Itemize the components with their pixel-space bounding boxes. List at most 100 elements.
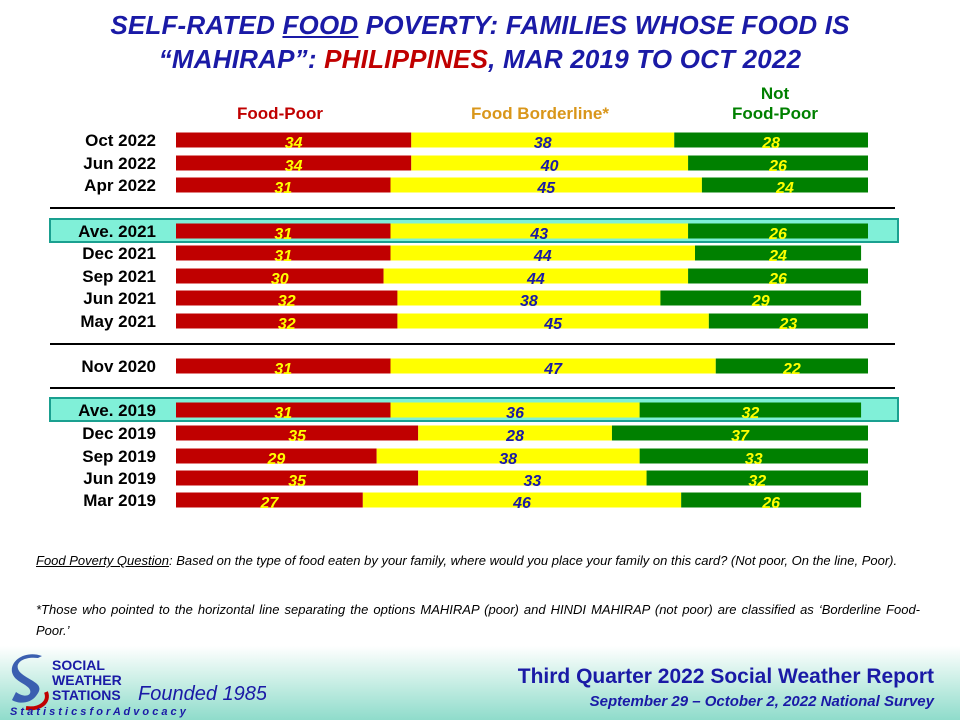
bar-food-poor-oct-2022 bbox=[176, 132, 412, 148]
bar-food-borderline-dec-2021 bbox=[390, 245, 695, 261]
bar-food-poor-mar-2019 bbox=[176, 492, 363, 508]
data-label-not-food-poor-mar-2019: 26 bbox=[761, 495, 780, 512]
question-note: Food Poverty Question: Based on the type… bbox=[36, 550, 920, 571]
chart-title-line-1: SELF-RATED FOOD POVERTY: FAMILIES WHOSE … bbox=[0, 10, 960, 41]
data-label-not-food-poor-jun-2021: 29 bbox=[751, 293, 770, 310]
data-label-food-poor-mar-2019: 27 bbox=[260, 495, 280, 512]
data-label-food-borderline-jun-2022: 40 bbox=[540, 158, 559, 175]
bar-not-food-poor-jun-2021 bbox=[660, 290, 862, 306]
logo-tagline: S t a t i s t i c s f o r A d v o c a c … bbox=[10, 706, 187, 718]
bar-food-borderline-ave-2021 bbox=[390, 223, 689, 239]
report-title: Third Quarter 2022 Social Weather Report bbox=[517, 665, 934, 688]
logo-line-1: SOCIAL bbox=[52, 657, 105, 673]
data-label-food-borderline-mar-2019: 46 bbox=[512, 495, 531, 512]
bar-not-food-poor-may-2021 bbox=[708, 313, 868, 329]
data-label-food-borderline-oct-2022: 38 bbox=[534, 135, 552, 152]
data-label-food-borderline-sep-2019: 38 bbox=[499, 451, 517, 468]
bar-not-food-poor-apr-2022 bbox=[701, 177, 868, 193]
bar-not-food-poor-ave-2019 bbox=[639, 402, 862, 418]
bar-not-food-poor-oct-2022 bbox=[674, 132, 868, 148]
bar-food-poor-nov-2020 bbox=[176, 358, 391, 374]
bar-food-borderline-may-2021 bbox=[397, 313, 709, 329]
footer-band bbox=[0, 646, 960, 720]
bar-food-borderline-ave-2019 bbox=[390, 402, 640, 418]
bar-food-poor-apr-2022 bbox=[176, 177, 391, 193]
data-label-food-poor-oct-2022: 34 bbox=[285, 135, 303, 152]
stacked-bar-chart: Oct 2022 34 38 28 Jun 2022 34 40 26 Apr 2022 31 45… bbox=[49, 131, 899, 512]
bar-not-food-poor-nov-2020 bbox=[715, 358, 868, 374]
row-label-jun-2021: Jun 2021 bbox=[83, 289, 156, 308]
data-label-food-borderline-sep-2021: 44 bbox=[526, 271, 545, 288]
bar-food-poor-sep-2021 bbox=[176, 268, 384, 284]
row-label-jun-2019: Jun 2019 bbox=[83, 469, 156, 488]
bar-food-borderline-jun-2021 bbox=[397, 290, 661, 306]
data-label-not-food-poor-may-2021: 23 bbox=[779, 316, 798, 333]
column-header-not-poor-l2: Food-Poor bbox=[732, 104, 818, 123]
data-label-food-poor-sep-2019: 29 bbox=[266, 451, 285, 468]
title-part: “MAHIRAP”: bbox=[158, 44, 325, 74]
bar-food-borderline-dec-2019 bbox=[418, 425, 612, 441]
chart-title-line-2: “MAHIRAP”: PHILIPPINES, MAR 2019 TO OCT … bbox=[0, 44, 960, 75]
title-part-underlined: FOOD bbox=[282, 10, 359, 40]
data-label-food-poor-sep-2021: 30 bbox=[271, 271, 289, 288]
bar-food-poor-jun-2021 bbox=[176, 290, 398, 306]
data-label-food-poor-jun-2019: 35 bbox=[288, 473, 307, 490]
row-label-may-2021: May 2021 bbox=[80, 312, 156, 331]
bar-food-poor-ave-2021 bbox=[176, 223, 391, 239]
column-header-borderline: Food Borderline* bbox=[471, 104, 609, 123]
title-part: SELF-RATED bbox=[110, 10, 283, 40]
data-label-food-borderline-dec-2021: 44 bbox=[533, 248, 552, 265]
data-label-not-food-poor-jun-2022: 26 bbox=[768, 158, 787, 175]
data-label-not-food-poor-jun-2019: 32 bbox=[748, 473, 766, 490]
row-label-apr-2022: Apr 2022 bbox=[84, 176, 156, 195]
bar-food-borderline-nov-2020 bbox=[390, 358, 716, 374]
sws-s-icon bbox=[11, 654, 42, 703]
data-label-food-poor-dec-2019: 35 bbox=[288, 428, 307, 445]
row-label-ave-2019: Ave. 2019 bbox=[78, 401, 156, 420]
report-subtitle: September 29 – October 2, 2022 National … bbox=[589, 693, 934, 710]
bar-food-poor-dec-2021 bbox=[176, 245, 391, 261]
bar-food-borderline-oct-2022 bbox=[411, 132, 675, 148]
bar-not-food-poor-jun-2022 bbox=[688, 155, 868, 171]
bar-not-food-poor-dec-2021 bbox=[695, 245, 862, 261]
data-label-food-poor-ave-2021: 31 bbox=[274, 226, 292, 243]
bar-food-poor-dec-2019 bbox=[176, 425, 419, 441]
bar-not-food-poor-sep-2021 bbox=[688, 268, 868, 284]
row-label-nov-2020: Nov 2020 bbox=[81, 357, 156, 376]
data-label-food-borderline-jun-2021: 38 bbox=[520, 293, 538, 310]
data-label-not-food-poor-dec-2021: 24 bbox=[768, 248, 787, 265]
data-label-food-poor-apr-2022: 31 bbox=[274, 180, 292, 197]
column-header-not-poor-l1: Not bbox=[760, 84, 790, 103]
row-label-dec-2021: Dec 2021 bbox=[82, 244, 156, 263]
bar-food-poor-jun-2019 bbox=[176, 470, 419, 486]
footnote: *Those who pointed to the horizontal lin… bbox=[36, 602, 920, 638]
data-label-not-food-poor-dec-2019: 37 bbox=[731, 428, 750, 445]
data-label-food-poor-nov-2020: 31 bbox=[274, 361, 292, 378]
data-label-food-borderline-ave-2021: 43 bbox=[529, 226, 548, 243]
question-label: Food Poverty Question bbox=[36, 553, 169, 568]
bar-food-poor-may-2021 bbox=[176, 313, 398, 329]
bar-not-food-poor-ave-2021 bbox=[688, 223, 868, 239]
row-label-sep-2021: Sep 2021 bbox=[82, 267, 156, 286]
bar-food-poor-sep-2019 bbox=[176, 448, 377, 464]
data-label-food-borderline-nov-2020: 47 bbox=[543, 361, 563, 378]
data-label-food-borderline-dec-2019: 28 bbox=[505, 428, 524, 445]
sws-logo: SOCIAL WEATHER STATIONS Founded 1985 S t… bbox=[10, 654, 266, 718]
bar-food-borderline-sep-2019 bbox=[376, 448, 640, 464]
data-label-food-borderline-apr-2022: 45 bbox=[536, 180, 556, 197]
question-text: : Based on the type of food eaten by you… bbox=[168, 553, 898, 568]
bar-food-borderline-sep-2021 bbox=[383, 268, 689, 284]
data-label-food-borderline-may-2021: 45 bbox=[543, 316, 563, 333]
logo-founded: Founded 1985 bbox=[138, 683, 266, 705]
data-label-food-borderline-jun-2019: 33 bbox=[523, 473, 541, 490]
data-label-not-food-poor-sep-2019: 33 bbox=[745, 451, 763, 468]
row-label-sep-2019: Sep 2019 bbox=[82, 447, 156, 466]
bar-food-poor-ave-2019 bbox=[176, 402, 391, 418]
title-part: POVERTY: FAMILIES WHOSE FOOD IS bbox=[358, 10, 850, 40]
logo-line-3: STATIONS bbox=[52, 687, 121, 703]
data-label-food-poor-dec-2021: 31 bbox=[274, 248, 292, 265]
column-header-not-poor: Not Food-Poor bbox=[700, 84, 850, 124]
row-label-ave-2021: Ave. 2021 bbox=[78, 222, 156, 241]
data-label-not-food-poor-nov-2020: 22 bbox=[782, 361, 801, 378]
data-label-not-food-poor-oct-2022: 28 bbox=[761, 135, 780, 152]
